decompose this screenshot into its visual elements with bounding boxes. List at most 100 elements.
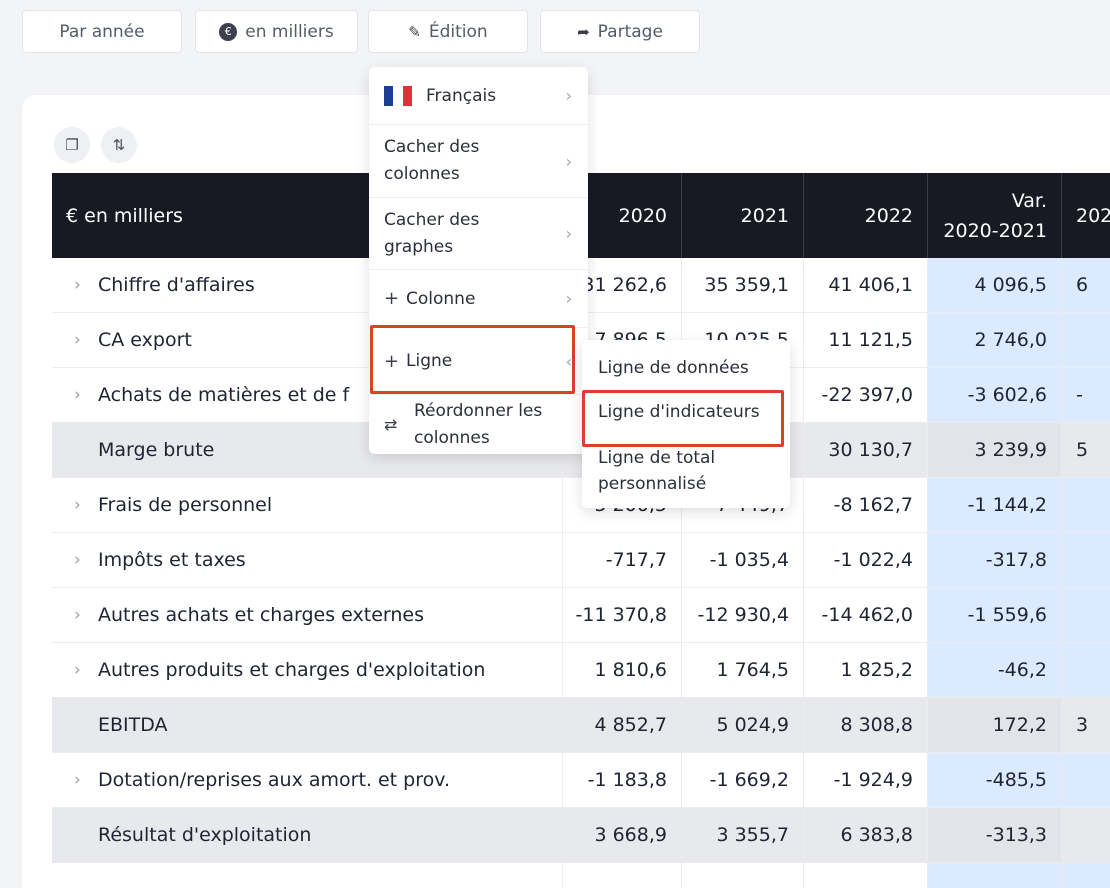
chevron-right-icon[interactable]: › <box>74 330 81 350</box>
table-row[interactable]: › Achats de matières et de f -22 397,0 -3… <box>52 368 1110 423</box>
table-row[interactable]: › Chiffre d'affaires 31 262,6 35 359,1 41… <box>52 258 1110 313</box>
cell-next: 6 <box>1062 258 1110 312</box>
cell-2021: 35 359,1 <box>682 258 804 312</box>
menu-item-add-column[interactable]: + Colonne › <box>369 270 588 328</box>
cell-2022: 41 406,1 <box>804 258 928 312</box>
chevron-right-icon[interactable]: › <box>74 605 81 625</box>
chevron-left-icon: ‹ <box>565 351 572 371</box>
cell-2021: 5 024,9 <box>682 698 804 752</box>
cell-variance: -313,3 <box>928 808 1062 862</box>
cell-2020: 4 852,7 <box>563 698 682 752</box>
cell-2022: -14 462,0 <box>804 588 928 642</box>
table-row[interactable]: › Autres produits et charges d'exploitati… <box>52 643 1110 698</box>
menu-item-hide-charts[interactable]: Cacher des graphes › <box>369 198 588 270</box>
cell-2021: 1 764,5 <box>682 643 804 697</box>
menu-item-hide-columns[interactable]: Cacher des colonnes › <box>369 125 588 198</box>
chevron-right-icon[interactable]: › <box>74 550 81 570</box>
edit-menu: Français › Cacher des colonnes › Cacher … <box>369 67 588 454</box>
submenu-item-indicator-row[interactable]: Ligne d'indicateurs <box>598 402 760 422</box>
cell-2022: 30 130,7 <box>804 423 928 477</box>
cell-variance: -317,8 <box>928 533 1062 587</box>
header-2021[interactable]: 2021 <box>682 173 804 258</box>
header-variance-line2: 2020-2021 <box>943 219 1047 242</box>
cell-2020: 3 668,9 <box>563 808 682 862</box>
cell-variance: 172,2 <box>928 698 1062 752</box>
menu-item-add-row[interactable]: + Ligne ‹ <box>369 328 588 395</box>
edit-button[interactable]: ✎ Édition <box>368 10 528 53</box>
cell-2020: 1 810,6 <box>563 643 682 697</box>
row-label: Dotation/reprises aux amort. et prov. <box>98 769 451 791</box>
cell-variance: -1 559,6 <box>928 588 1062 642</box>
cell-variance: -485,5 <box>928 753 1062 807</box>
cell-2021: -1 035,4 <box>682 533 804 587</box>
chevron-right-icon[interactable]: › <box>74 770 81 790</box>
copy-icon[interactable]: ❐ <box>54 127 90 163</box>
cell-next: 5 <box>1076 439 1089 461</box>
swap-icon: ⇄ <box>384 415 398 434</box>
cell-2022: 11 121,5 <box>804 313 928 367</box>
sort-icon[interactable]: ⇅ <box>101 127 137 163</box>
cell-next <box>1062 533 1110 587</box>
chevron-right-icon: › <box>565 224 572 243</box>
cell-variance: 3 239,9 <box>928 423 1062 477</box>
cell-variance: -1 144,2 <box>928 478 1062 532</box>
menu-item-label: Français <box>426 85 497 106</box>
subtotal-row[interactable]: Résultat d'exploitation 3 668,9 3 355,7 … <box>52 808 1110 863</box>
header-2020[interactable]: 2020 <box>563 173 682 258</box>
table-row[interactable]: ›Frais de personnel -5 200,5 -7 449,7 -8… <box>52 478 1110 533</box>
edit-label: Édition <box>428 21 488 42</box>
chevron-right-icon: › <box>565 86 572 105</box>
chevron-right-icon[interactable]: › <box>74 495 81 515</box>
table-row[interactable]: › Autres achats et charges externes -11 3… <box>52 588 1110 643</box>
thousands-label: en milliers <box>245 21 334 42</box>
menu-item-label-line1: Réordonner les <box>414 400 543 421</box>
cell-next <box>1062 643 1110 697</box>
by-year-button[interactable]: Par année <box>22 10 182 53</box>
row-label: Autres achats et charges externes <box>98 604 424 626</box>
pen-icon: ✎ <box>408 22 421 41</box>
table-row[interactable]: › Dotation/reprises aux amort. et prov. -… <box>52 753 1110 808</box>
cell-2021: -12 930,4 <box>682 588 804 642</box>
row-label: Frais de personnel <box>98 494 273 516</box>
cell-2021 <box>682 368 804 422</box>
row-label: Impôts et taxes <box>98 549 246 571</box>
table-row[interactable]: › Impôts et taxes -717,7 -1 035,4 -1 022,… <box>52 533 1110 588</box>
header-2022[interactable]: 2022 <box>804 173 928 258</box>
subtotal-row[interactable]: EBITDA 4 852,7 5 024,9 8 308,8 172,2 3 <box>52 698 1110 753</box>
cell-next: 3 <box>1076 714 1089 736</box>
cell-2020: -1 183,8 <box>563 753 682 807</box>
by-year-label: Par année <box>59 21 145 42</box>
menu-item-label-line1: Cacher des <box>384 137 480 157</box>
cell-2022: -1 022,4 <box>804 533 928 587</box>
cell-variance: -46,2 <box>928 643 1062 697</box>
cell-2020: -717,7 <box>563 533 682 587</box>
cell-2021: 3 355,7 <box>682 808 804 862</box>
menu-item-language[interactable]: Français › <box>369 67 588 125</box>
cell-2021: -1 669,2 <box>682 753 804 807</box>
menu-item-label-line2: graphes <box>384 236 454 257</box>
menu-item-label: Colonne <box>406 288 476 309</box>
chevron-right-icon: › <box>565 151 572 171</box>
header-next-column[interactable]: 202 <box>1062 173 1110 258</box>
thousands-button[interactable]: € en milliers <box>195 10 358 53</box>
highlight-indicator-row <box>582 390 784 447</box>
chevron-right-icon[interactable]: › <box>74 660 81 680</box>
submenu-item-label-line1: Ligne de total <box>598 448 716 468</box>
row-label: CA export <box>98 329 192 351</box>
share-label: Partage <box>597 21 663 42</box>
row-label: EBITDA <box>98 714 168 736</box>
menu-item-label-line2: colonnes <box>414 427 490 448</box>
share-button[interactable]: ➦ Partage <box>540 10 700 53</box>
chevron-right-icon[interactable]: › <box>74 385 81 405</box>
plus-icon: + <box>384 288 400 309</box>
plus-icon: + <box>384 350 400 372</box>
menu-item-reorder-columns[interactable]: ⇄ Réordonner les colonnes <box>369 395 588 454</box>
cell-next <box>1062 478 1110 532</box>
cell-variance: 2 746,0 <box>928 313 1062 367</box>
row-label: Résultat d'exploitation <box>98 824 312 846</box>
chevron-right-icon[interactable]: › <box>74 275 81 295</box>
submenu-item-custom-total[interactable]: Ligne de total personnalisé <box>598 445 715 497</box>
submenu-item-data-row[interactable]: Ligne de données <box>598 358 749 378</box>
cell-next: - <box>1062 368 1110 422</box>
header-variance[interactable]: Var. 2020-2021 <box>928 173 1062 258</box>
